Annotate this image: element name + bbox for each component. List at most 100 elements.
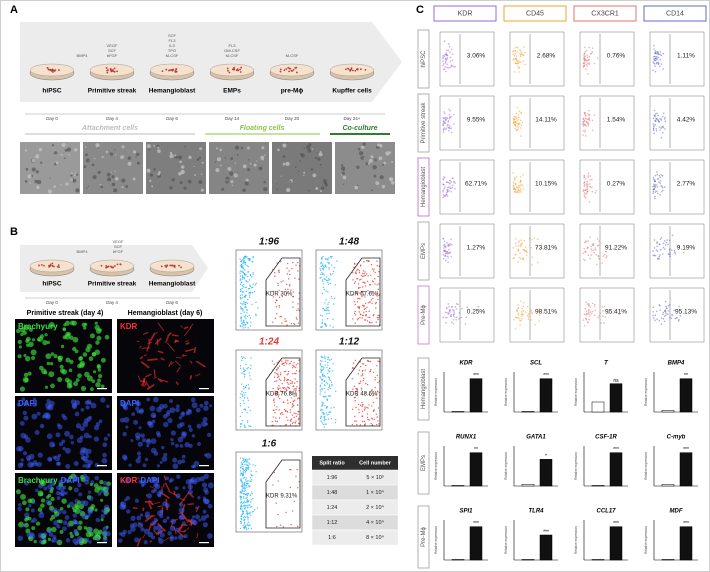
stain-signal bbox=[182, 486, 186, 490]
flow-event bbox=[654, 195, 656, 198]
micro-texture bbox=[319, 150, 322, 153]
cell-dot bbox=[58, 69, 60, 71]
flow-event bbox=[657, 56, 660, 59]
micro-texture bbox=[24, 149, 28, 152]
gene-name: CSF-1R bbox=[595, 435, 617, 441]
stain-signal bbox=[140, 383, 143, 386]
flow-event bbox=[592, 129, 594, 132]
cell-dot bbox=[113, 70, 116, 73]
stain-signal bbox=[178, 515, 184, 520]
flow-event bbox=[275, 502, 277, 504]
micro-texture bbox=[122, 155, 124, 157]
gene-name: KDR bbox=[460, 361, 474, 367]
flow-event bbox=[512, 172, 514, 174]
flow-event bbox=[513, 176, 516, 179]
flow-event bbox=[323, 288, 326, 291]
flow-event bbox=[279, 315, 281, 318]
cell-dot bbox=[51, 264, 54, 267]
micro-texture bbox=[282, 155, 286, 159]
flow-event bbox=[664, 116, 666, 119]
flow-event bbox=[285, 292, 288, 294]
flow-event bbox=[244, 426, 247, 428]
flow-event bbox=[243, 397, 246, 399]
flow-event bbox=[294, 378, 296, 380]
stain-signal bbox=[56, 509, 62, 515]
flow-event bbox=[585, 120, 588, 123]
flow-event bbox=[361, 295, 363, 298]
stain-signal bbox=[130, 515, 136, 521]
flow-event bbox=[239, 275, 242, 277]
stain-signal bbox=[20, 493, 26, 500]
flow-event bbox=[246, 411, 248, 414]
flow-event bbox=[452, 314, 455, 316]
flow-event bbox=[245, 280, 248, 283]
marker-header-box bbox=[573, 5, 637, 22]
flow-event bbox=[594, 303, 596, 306]
flow-event bbox=[362, 373, 364, 375]
flow-event bbox=[324, 323, 327, 326]
flow-event bbox=[242, 327, 244, 329]
flow-event bbox=[674, 251, 676, 253]
cell-dot bbox=[106, 266, 109, 268]
stain-signal bbox=[27, 371, 32, 376]
stain-signal bbox=[68, 368, 73, 373]
stain-signal bbox=[201, 482, 208, 488]
flow-event bbox=[365, 313, 367, 316]
row-label-box bbox=[417, 157, 430, 217]
flow-event bbox=[357, 373, 360, 375]
stain-signal bbox=[40, 498, 46, 503]
stain-signal bbox=[202, 509, 207, 514]
stain-signal bbox=[95, 382, 101, 388]
flow-event bbox=[659, 180, 662, 182]
flow-event bbox=[447, 120, 450, 122]
flow-event bbox=[248, 513, 250, 515]
flow-event bbox=[591, 302, 594, 305]
flow-event bbox=[652, 129, 655, 132]
flow-event bbox=[514, 253, 517, 256]
flow-event bbox=[588, 313, 590, 316]
flow-event bbox=[321, 279, 324, 281]
flow-event bbox=[272, 399, 275, 402]
stain-signal bbox=[134, 537, 140, 543]
flow-event bbox=[332, 303, 335, 305]
percentage-label: 62.71% bbox=[465, 181, 487, 188]
flow-event bbox=[519, 179, 522, 182]
marker-header: CD45 bbox=[526, 10, 544, 17]
flow-event bbox=[660, 127, 663, 129]
flow-event bbox=[325, 423, 327, 425]
factor-label: bFGF bbox=[107, 53, 118, 58]
flow-event bbox=[375, 301, 377, 304]
stain-signal bbox=[70, 534, 75, 538]
flow-event bbox=[357, 317, 359, 320]
flow-event bbox=[240, 317, 242, 320]
flow-event bbox=[351, 423, 354, 426]
stain-signal bbox=[153, 376, 158, 379]
flow-event bbox=[251, 511, 254, 513]
cell-dot bbox=[166, 264, 169, 267]
flow-event bbox=[289, 401, 292, 404]
flow-event bbox=[589, 53, 592, 55]
stain-signal bbox=[87, 463, 91, 467]
flow-event bbox=[370, 299, 373, 301]
flow-event bbox=[241, 394, 244, 396]
flow-event bbox=[662, 189, 664, 192]
flow-event bbox=[283, 370, 286, 373]
flow-event bbox=[447, 313, 450, 315]
bar bbox=[539, 459, 553, 487]
stage-label: Hemangioblast bbox=[149, 281, 196, 288]
flow-event bbox=[656, 318, 658, 320]
flow-event bbox=[250, 364, 252, 367]
micro-texture bbox=[280, 175, 282, 177]
flow-event bbox=[591, 47, 594, 49]
flow-event bbox=[323, 413, 325, 415]
flow-event bbox=[351, 293, 353, 296]
flow-event bbox=[358, 279, 361, 281]
flow-event bbox=[659, 238, 662, 240]
flow-event bbox=[661, 185, 663, 188]
stain-signal bbox=[201, 421, 207, 427]
stain-signal bbox=[31, 338, 36, 342]
flow-event bbox=[450, 243, 453, 246]
flow-event bbox=[587, 311, 590, 314]
flow-event bbox=[323, 379, 326, 382]
stain-signal bbox=[53, 520, 59, 526]
